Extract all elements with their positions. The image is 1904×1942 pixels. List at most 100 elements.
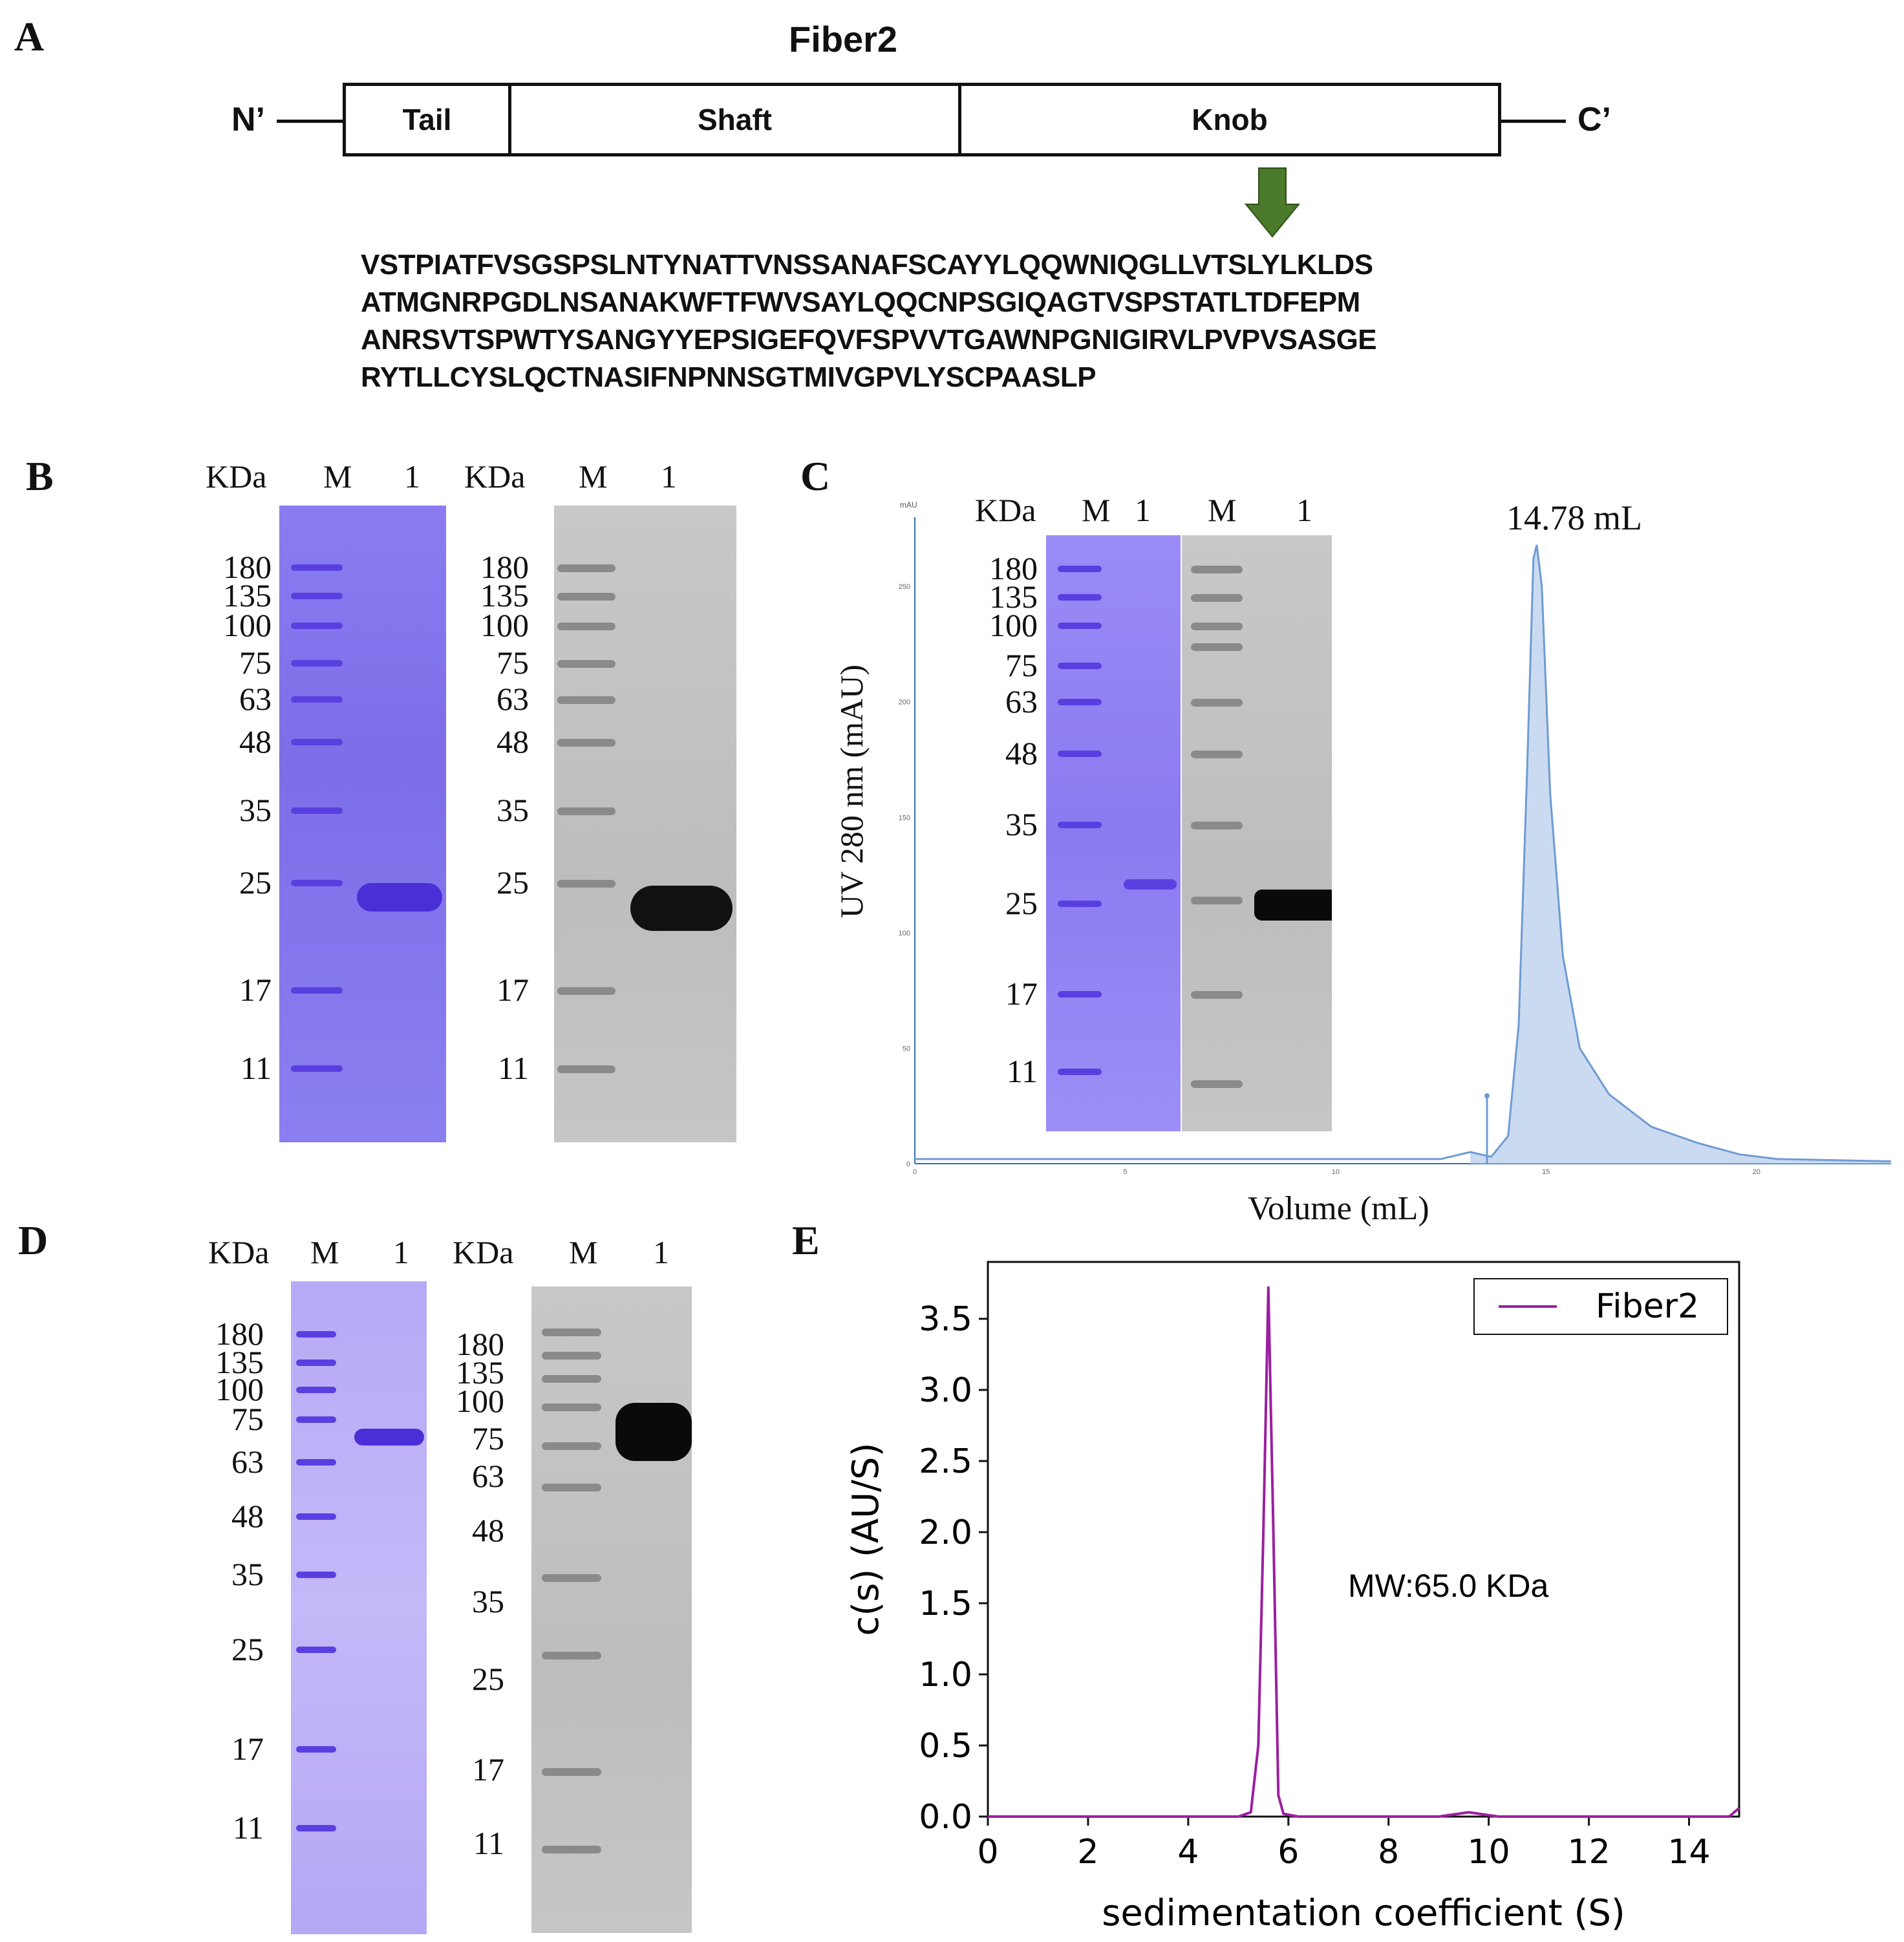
sample-lane-header: 1 [393, 1234, 409, 1270]
mw-label: 180 [480, 549, 529, 585]
ladder-band [542, 1484, 601, 1491]
ladder-band [557, 564, 615, 572]
x-tick-label: 10 [1332, 1168, 1340, 1176]
ladder-band [296, 1459, 336, 1466]
mw-label: 11 [240, 1050, 272, 1086]
injection-marker-dot [1484, 1093, 1490, 1098]
mw-label: 100 [223, 607, 272, 643]
sample-band [1124, 879, 1177, 890]
x-tick-label: 8 [1378, 1833, 1399, 1872]
mw-label: 63 [1005, 683, 1038, 720]
coomassie-gel [1046, 535, 1181, 1131]
series-line [988, 1286, 1740, 1818]
mw-label: 180 [989, 550, 1038, 586]
mw-label: 48 [472, 1512, 504, 1548]
kda-header: KDa [453, 1234, 514, 1270]
y-tick-label: 250 [899, 583, 910, 591]
ladder-band [1191, 623, 1243, 630]
x-tick-label: 0 [977, 1833, 998, 1872]
ladder-band [542, 1403, 601, 1411]
ladder-band [557, 696, 615, 704]
ladder-band [296, 1746, 336, 1753]
legend-label: Fiber2 [1596, 1287, 1699, 1326]
mw-label: 135 [223, 577, 272, 614]
mw-label: 135 [989, 579, 1038, 615]
mw-label: 17 [231, 1731, 264, 1767]
x-tick-label: 5 [1123, 1168, 1127, 1176]
marker-lane-header: M [569, 1234, 598, 1270]
mw-label: 180 [456, 1326, 504, 1362]
western-blot [531, 1286, 692, 1933]
ladder-band [557, 739, 615, 747]
y-tick-label: 200 [899, 699, 910, 707]
mw-label: 63 [239, 681, 272, 717]
ladder-band [1191, 1080, 1243, 1088]
y-unit-label: mAU [900, 500, 917, 509]
ladder-band [557, 987, 615, 995]
ladder-band [1058, 623, 1102, 629]
kda-header: KDa [208, 1234, 270, 1270]
knob-arrow-icon [1245, 167, 1300, 238]
marker-lane-header: M [1208, 492, 1237, 528]
mw-label: 100 [456, 1383, 504, 1419]
mw-label: 11 [473, 1825, 504, 1861]
peak-label: 14.78 mL [1506, 498, 1642, 537]
mw-label: 17 [472, 1751, 504, 1787]
mw-label: 25 [239, 864, 272, 901]
kda-header: KDa [464, 458, 526, 495]
mw-label: 17 [1005, 976, 1038, 1012]
n-terminus-label: N’ [231, 101, 265, 138]
x-tick-label: 0 [913, 1168, 917, 1176]
ladder-band [291, 987, 343, 994]
x-tick-label: 14 [1667, 1833, 1710, 1872]
marker-lane-header: M [310, 1234, 339, 1270]
mw-label: 11 [232, 1809, 264, 1846]
sample-band [630, 886, 733, 931]
sample-band [1254, 890, 1332, 921]
ladder-band [1058, 991, 1102, 998]
coomassie-gel [279, 506, 446, 1142]
ladder-band [1191, 594, 1243, 602]
panel-label-a: A [14, 14, 45, 59]
c-terminus-line [1501, 120, 1566, 123]
domain-tail: Tail [346, 86, 511, 153]
domain-bar [343, 83, 1501, 156]
ladder-band [296, 1416, 336, 1423]
x-tick-label: 12 [1568, 1833, 1610, 1872]
mw-label: 48 [497, 723, 529, 760]
mw-label: 48 [231, 1498, 264, 1534]
sample-lane-header: 1 [1296, 492, 1312, 528]
sample-lane-header: 1 [404, 458, 420, 495]
mw-label: 25 [497, 864, 529, 901]
x-tick-label: 15 [1542, 1168, 1550, 1176]
y-tick-label: 0.5 [919, 1727, 972, 1766]
ladder-band [542, 1768, 601, 1776]
sec-chromatogram: mAU 250 200 150 100 50 0 0 5 10 15 20 [899, 500, 1892, 1176]
ladder-band [291, 880, 343, 886]
chromatogram-trace [915, 544, 1892, 1162]
ladder-band [291, 739, 343, 745]
kda-header: KDa [975, 492, 1036, 528]
ladder-band [1191, 751, 1243, 758]
y-tick-label: 2.0 [919, 1513, 972, 1552]
mw-label: 35 [497, 792, 529, 828]
panel-label-d: D [18, 1217, 48, 1263]
y-tick-label: 50 [903, 1045, 910, 1052]
mw-label: 25 [1005, 885, 1038, 921]
mw-label: 75 [231, 1401, 264, 1437]
ladder-band [1058, 751, 1102, 757]
mw-label: 180 [215, 1316, 264, 1352]
marker-lane-header: M [323, 458, 352, 495]
sample-lane-header: 1 [653, 1234, 669, 1270]
domain-knob: Knob [961, 86, 1498, 153]
y-tick-label: 0.0 [919, 1798, 972, 1837]
ladder-band [296, 1331, 336, 1338]
mw-label: 11 [497, 1050, 529, 1086]
mw-label: 48 [239, 723, 272, 760]
ladder-band [1058, 566, 1102, 572]
sample-lane-header: 1 [1135, 492, 1151, 528]
mw-label: 75 [1005, 647, 1038, 683]
domain-shaft-label: Shaft [698, 103, 772, 136]
ladder-band [1191, 643, 1243, 651]
western-blot [1182, 535, 1332, 1131]
